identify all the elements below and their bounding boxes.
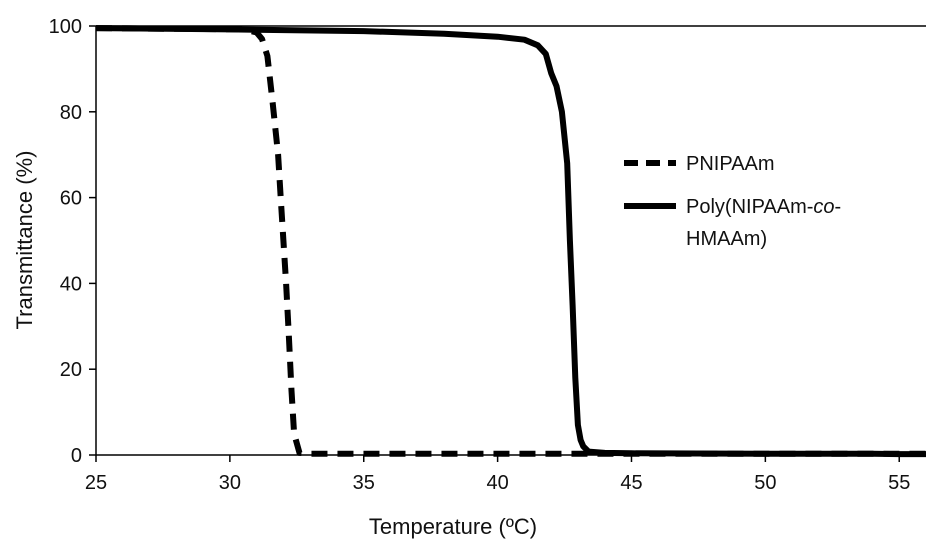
y-tick-label: 0 — [71, 445, 82, 467]
x-tick-label: 40 — [486, 472, 508, 494]
y-tick-label: 100 — [49, 16, 82, 38]
x-tick-label: 25 — [85, 472, 107, 494]
plot-lines — [95, 25, 926, 458]
legend-label: Poly(NIPAAm-co- — [686, 196, 841, 218]
x-tick-label: 55 — [888, 472, 910, 494]
ticks: 25 30 35 40 45 50 55 0 20 40 60 80 100 — [49, 16, 911, 494]
legend-label-part: HMAAm) — [686, 228, 767, 250]
series-line-pnipaam — [95, 25, 926, 457]
series-line-poly-nipaam-co-hmaam — [95, 25, 926, 458]
x-axis-title: Temperature (ºC) — [369, 514, 537, 539]
x-tick-label: 50 — [754, 472, 776, 494]
axes — [95, 25, 926, 456]
x-tick-label: 30 — [219, 472, 241, 494]
legend-label-part: - — [835, 196, 842, 218]
y-tick-label: 40 — [60, 273, 82, 295]
y-tick-label: 80 — [60, 102, 82, 124]
y-tick-label: 20 — [60, 359, 82, 381]
legend-label-part: co — [813, 196, 834, 218]
legend-label-part: Poly(NIPAAm- — [686, 196, 813, 218]
x-tick-label: 45 — [620, 472, 642, 494]
legend-label: HMAAm) — [686, 228, 767, 250]
legend: PNIPAAm Poly(NIPAAm-co- HMAAm) — [624, 153, 841, 250]
y-axis-title: Transmittance (%) — [12, 151, 37, 330]
legend-label-part: PNIPAAm — [686, 153, 775, 175]
y-tick-label: 60 — [60, 188, 82, 210]
x-tick-label: 35 — [353, 472, 375, 494]
legend-label: PNIPAAm — [686, 153, 775, 175]
